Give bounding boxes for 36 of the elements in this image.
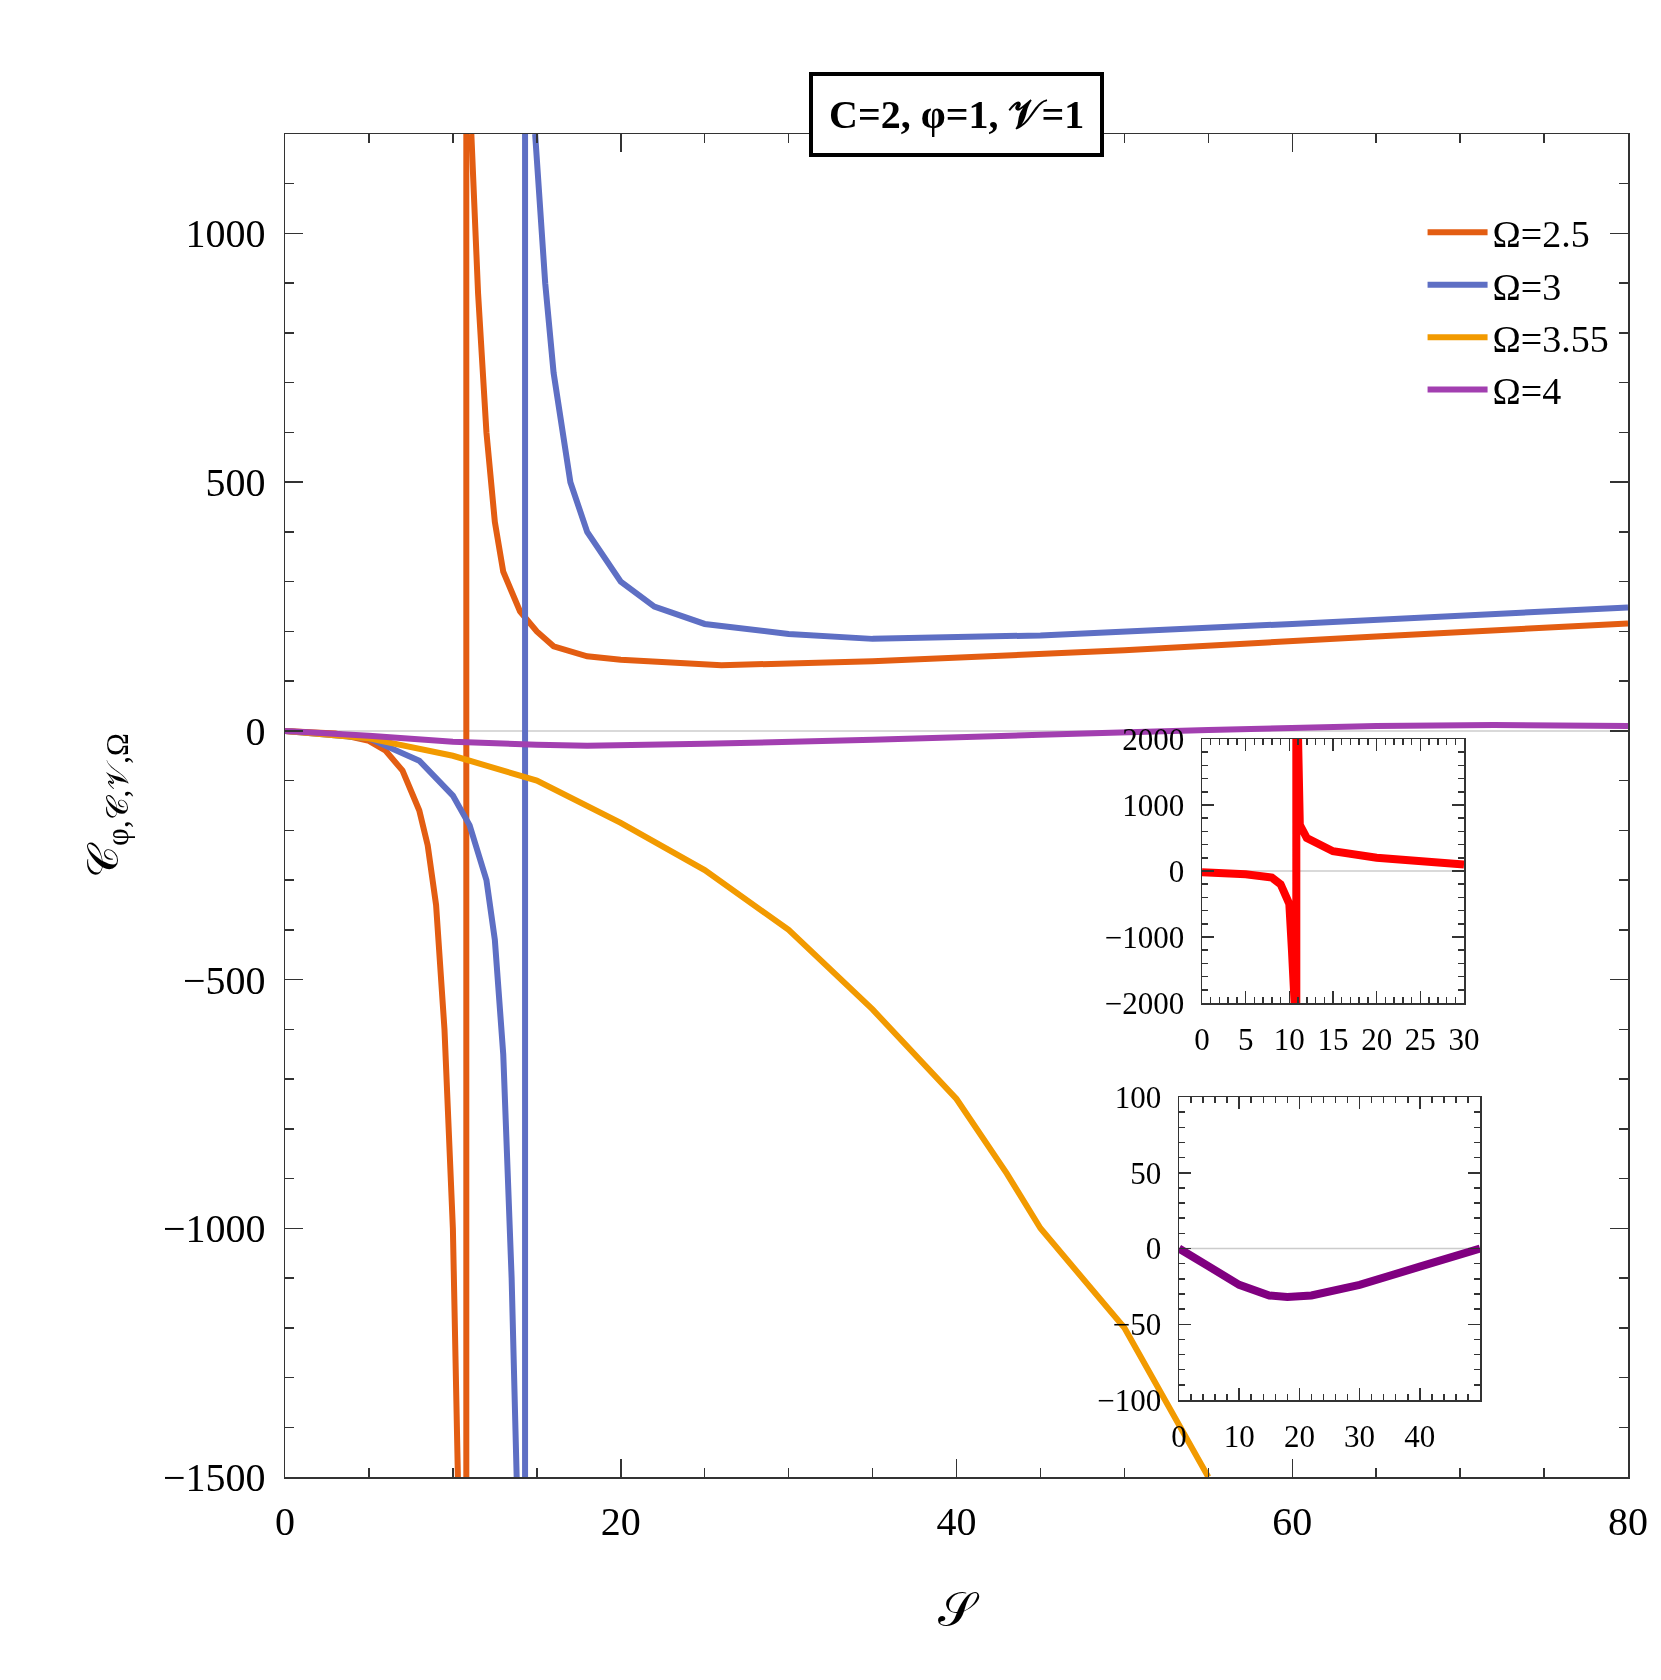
y-tick-label: 100 (1114, 1079, 1162, 1115)
y-tick-label: 1000 (185, 211, 266, 257)
x-tick-label: 30 (1344, 1418, 1376, 1454)
y-tick-label: 0 (245, 708, 266, 754)
y-tick-label: 0 (1145, 1231, 1162, 1267)
x-tick-label: 15 (1317, 1021, 1349, 1057)
y-tick-label: −1000 (162, 1206, 266, 1252)
y-tick-label: −500 (182, 957, 266, 1003)
x-tick-label: 60 (1272, 1498, 1313, 1544)
y-tick-label: 0 (1168, 853, 1185, 889)
x-tick-label: 0 (275, 1498, 295, 1544)
x-axis-title: 𝒮 (938, 1583, 980, 1637)
x-tick-label: 40 (936, 1498, 977, 1544)
y-tick-label: −1500 (162, 1455, 266, 1500)
x-tick-label: 10 (1223, 1418, 1255, 1454)
y-tick-label: −1000 (1104, 919, 1185, 955)
x-tick-label: 40 (1404, 1418, 1436, 1454)
x-tick-label: 30 (1448, 1021, 1480, 1057)
x-tick-label: 25 (1404, 1021, 1436, 1057)
x-tick-label: 20 (600, 1498, 641, 1544)
x-tick-label: 20 (1361, 1021, 1393, 1057)
legend-label: Ω=3 (1492, 265, 1562, 308)
legend-label: Ω=4 (1492, 370, 1562, 413)
x-tick-label: 10 (1273, 1021, 1305, 1057)
y-tick-label: 500 (205, 460, 266, 506)
x-tick-label: 20 (1283, 1418, 1315, 1454)
y-tick-label: 1000 (1122, 787, 1185, 823)
legend-label: Ω=3.55 (1492, 317, 1609, 360)
legend-label: Ω=2.5 (1492, 213, 1590, 256)
chart-title: C=2, φ=1, 𝒱=1 (829, 92, 1085, 137)
y-tick-label: 50 (1130, 1155, 1162, 1191)
y-tick-label: −100 (1097, 1382, 1162, 1418)
x-tick-label: 80 (1608, 1498, 1648, 1544)
x-tick-label: 5 (1237, 1021, 1254, 1057)
x-tick-label: 0 (1194, 1021, 1210, 1057)
y-tick-label: −2000 (1104, 985, 1185, 1021)
